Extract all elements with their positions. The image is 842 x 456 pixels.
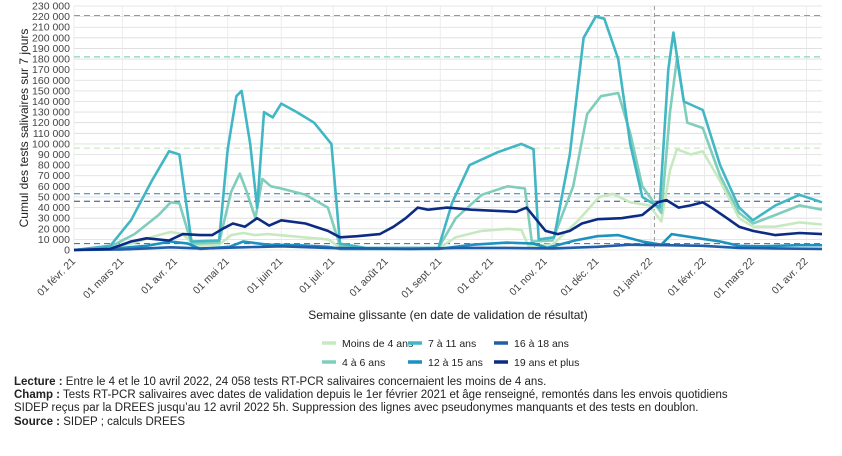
- y-tick-label: 70 000: [38, 170, 70, 182]
- x-tick-label: 01 mai 21: [191, 256, 232, 297]
- x-tick-label: 01 nov. 21: [507, 256, 550, 299]
- y-tick-label: 170 000: [32, 64, 70, 76]
- note-lecture: Lecture : Entre le 4 et le 10 avril 2022…: [14, 376, 834, 389]
- series-line: [73, 147, 823, 252]
- x-tick-label: 01 déc. 21: [558, 256, 601, 299]
- legend-label: 4 à 6 ans: [342, 357, 385, 369]
- y-tick-label: 150 000: [32, 85, 70, 97]
- champ-text-2: SIDEP reçus par la DREES jusqu’au 12 avr…: [14, 402, 699, 415]
- y-tick-label: 40 000: [38, 202, 70, 214]
- y-tick-label: 200 000: [32, 32, 70, 44]
- series-line: [73, 243, 823, 252]
- note-champ: Champ : Tests RT-PCR salivaires avec dat…: [14, 389, 834, 402]
- source-label: Source :: [14, 415, 61, 428]
- y-tick-label: 50 000: [38, 191, 70, 203]
- x-tick-label: 01 juil. 21: [297, 256, 337, 296]
- y-tick-label: 160 000: [32, 75, 70, 87]
- y-tick-label: 20 000: [38, 223, 70, 235]
- y-tick-label: 80 000: [38, 160, 70, 172]
- x-tick-label: 01 avr. 22: [769, 256, 810, 297]
- y-tick-label: 140 000: [32, 96, 70, 108]
- x-axis-title: Semaine glissante (en date de validation…: [308, 308, 588, 322]
- note-source: Source : SIDEP ; calculs DREES: [14, 416, 834, 429]
- x-tick-label: 01 mars 21: [81, 256, 127, 302]
- y-tick-label: 230 000: [32, 1, 70, 13]
- legend-label: 7 à 11 ans: [428, 338, 476, 350]
- series-line: [73, 57, 823, 252]
- note-champ-cont: SIDEP reçus par la DREES jusqu’au 12 avr…: [14, 402, 834, 415]
- legend-label: Moins de 4 ans: [342, 338, 413, 350]
- y-tick-label: 60 000: [38, 181, 70, 193]
- x-tick-label: 01 août 21: [347, 256, 391, 300]
- y-tick-label: 110 000: [33, 128, 70, 140]
- champ-text: Tests RT-PCR salivaires avec dates de va…: [60, 389, 728, 402]
- x-tick-label: 01 mars 22: [711, 256, 757, 302]
- y-tick-label: 220 000: [32, 11, 70, 23]
- lecture-label: Lecture :: [14, 376, 63, 388]
- legend-label: 12 à 15 ans: [428, 357, 483, 369]
- y-tick-label: 190 000: [32, 43, 70, 55]
- x-tick-label: 01 sept. 21: [399, 256, 444, 301]
- x-tick-label: 01 avr. 21: [139, 256, 180, 297]
- x-axis-ticks: 01 févr. 21 01 mars 21 01 avr. 21 01 mai 21…: [35, 256, 811, 302]
- y-tick-label: 10 000: [38, 234, 70, 246]
- x-tick-label: 01 oct. 21: [455, 256, 496, 297]
- grid: [73, 5, 822, 251]
- y-tick-label: 30 000: [38, 213, 70, 225]
- y-tick-label: 120 000: [32, 117, 70, 129]
- x-tick-label: 01 févr. 22: [665, 256, 708, 299]
- source-text: SIDEP ; calculs DREES: [60, 415, 186, 428]
- lecture-text: Entre le 4 et le 10 avril 2022, 24 058 t…: [62, 376, 547, 388]
- y-tick-label: 90 000: [38, 149, 70, 161]
- y-tick-label: 180 000: [32, 54, 70, 66]
- series-line: [73, 15, 823, 252]
- y-tick-label: 130 000: [32, 107, 70, 119]
- x-tick-label: 01 févr. 21: [35, 256, 78, 299]
- y-tick-label: 0: [64, 245, 70, 257]
- legend: Moins de 4 ans 4 à 6 ans 7 à 11 ans 12 à 15…: [322, 338, 579, 369]
- notes: Lecture : Entre le 4 et le 10 avril 2022…: [14, 376, 834, 429]
- legend-label: 19 ans et plus: [514, 357, 579, 369]
- y-tick-label: 210 000: [32, 22, 70, 34]
- x-tick-label: 01 janv. 22: [611, 256, 655, 300]
- series-line: [73, 198, 823, 252]
- champ-label: Champ :: [14, 389, 60, 402]
- series-lines: [73, 15, 823, 252]
- legend-label: 16 à 18 ans: [514, 338, 569, 350]
- y-tick-label: 100 000: [32, 138, 70, 150]
- x-tick-label: 01 juin 21: [245, 256, 286, 297]
- y-axis-title: Cumul des tests salivaires sur 7 jours: [17, 29, 31, 228]
